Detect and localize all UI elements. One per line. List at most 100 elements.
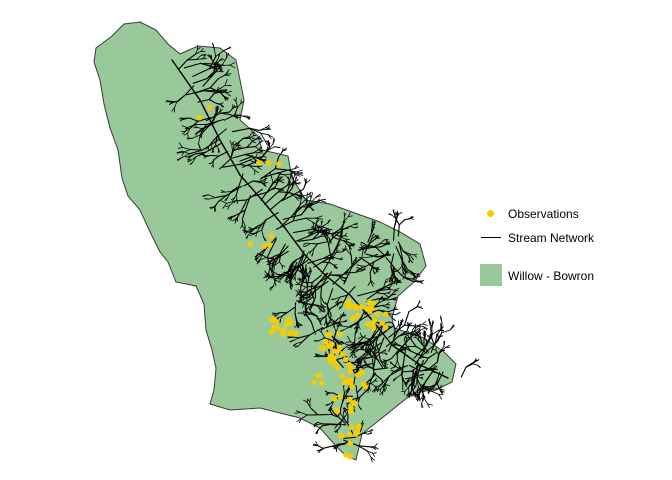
stream-segment [423,330,427,336]
stream-segment [335,448,338,452]
stream-segment [391,273,395,279]
stream-segment [352,323,358,327]
stream-segment [249,165,258,168]
stream-segment [370,279,375,285]
stream-segment [218,151,229,157]
stream-segment [308,327,324,336]
stream-segment [266,238,277,258]
stream-segment [359,265,367,267]
observation-point [324,332,331,338]
stream-segment [340,235,346,238]
stream-segment [235,116,241,119]
stream-segment [336,236,343,247]
stream-segment [335,247,338,253]
stream-segment [341,347,345,352]
stream-segment [298,334,310,339]
stream-segment [290,273,295,281]
stream-segment [387,280,395,286]
stream-segment [372,266,377,270]
stream-segment [324,354,328,358]
stream-segment [211,135,218,144]
stream-segment [303,242,307,246]
stream-segment [411,339,417,348]
legend-label-watershed: Willow - Bowron [508,269,595,283]
stream-segment [293,193,304,197]
observation-point [196,114,203,121]
stream-segment [293,343,297,347]
stream-segment [322,306,326,311]
stream-segment [178,142,184,148]
stream-segment [398,330,408,337]
stream-segment [338,275,343,281]
stream-segment [234,106,239,116]
stream-segment [401,370,413,373]
stream-segment [218,148,221,153]
stream-segment [370,380,376,384]
stream-segment [375,387,379,392]
stream-segment [307,191,312,195]
observation-point [268,317,275,323]
stream-segment [208,93,215,101]
stream-segment [328,316,335,324]
stream-segment [272,179,278,184]
stream-segment [293,188,305,195]
stream-segment [294,345,300,347]
stream-segment [373,271,377,274]
stream-segment [301,253,309,265]
stream-segment [320,285,323,297]
stream-segment [332,256,340,260]
stream-segment [374,246,385,255]
stream-segment [235,144,241,147]
stream-segment [286,177,291,186]
stream-segment [305,217,314,223]
stream-segment [286,276,290,281]
stream-segment [387,292,391,295]
stream-segment [392,209,395,214]
stream-segment [264,140,268,146]
stream-segment [399,244,403,260]
stream-segment [410,392,413,397]
stream-segment [415,323,424,327]
stream-segment [330,245,338,259]
stream-segment [200,48,204,52]
stream-segment [241,209,246,220]
stream-segment [309,304,314,311]
stream-segment [272,278,277,287]
stream-segment [219,103,223,107]
stream-segment [224,191,232,193]
stream-segment [359,332,363,338]
observation-point [347,440,354,447]
stream-segment [431,338,435,346]
stream-segment [393,340,398,345]
stream-segment [408,376,413,380]
stream-segment [421,344,429,353]
observation-point [379,320,385,326]
stream-segment [349,246,353,250]
stream-segment [350,351,356,354]
stream-segment [248,135,254,139]
stream-segment [309,397,312,403]
observation-point [285,316,292,323]
stream-segment [333,412,340,418]
stream-segment [387,298,394,301]
stream-segment [353,408,356,413]
stream-segment [202,73,215,87]
stream-segment [333,446,336,450]
stream-segment [391,317,396,322]
stream-segment [422,323,428,326]
stream-segment [316,423,324,425]
stream-segment [225,185,243,196]
stream-segment [304,269,306,279]
stream-segment [427,403,433,406]
stream-segment [421,403,424,408]
stream-segment [435,334,439,337]
stream-segment [395,245,403,261]
stream-segment [300,277,306,288]
stream-segment [392,363,396,367]
stream-segment [257,146,263,151]
stream-segment [205,146,209,150]
stream-segment [418,325,421,331]
stream-segment [303,182,307,190]
stream-segment [403,390,406,395]
stream-segment [287,168,296,171]
